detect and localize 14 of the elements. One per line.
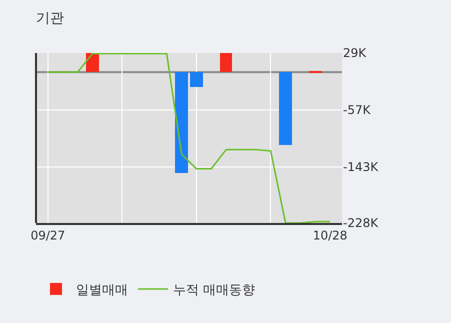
chart-title: 기관 (36, 10, 64, 27)
bar (175, 72, 188, 173)
x-tick-label: 10/28 (312, 228, 348, 242)
x-tick-label: 09/27 (30, 228, 66, 242)
y-tick-label: -57K (343, 103, 372, 118)
legend-label: 누적 매매동향 (173, 283, 256, 298)
legend-label: 일별매매 (76, 283, 128, 298)
y-tick-label: -143K (343, 160, 380, 174)
bar (190, 72, 203, 87)
bar (279, 72, 292, 145)
line-series (47, 53, 331, 223)
y-tick-label: -228K (343, 216, 380, 230)
y-tick-label: 29K (343, 46, 368, 60)
bar (220, 53, 232, 72)
